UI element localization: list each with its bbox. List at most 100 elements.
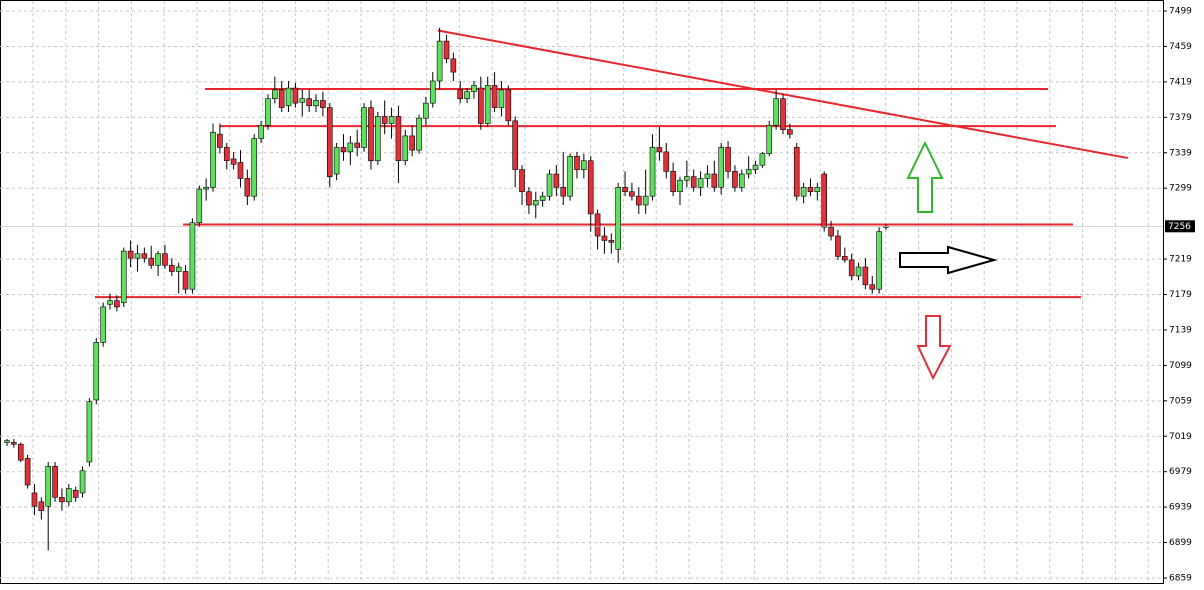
candle-body	[635, 195, 642, 206]
candle-body	[862, 266, 869, 286]
candle-body	[11, 442, 17, 445]
candle-body	[649, 147, 656, 197]
candle-body	[278, 89, 285, 108]
candle-body	[52, 466, 58, 498]
candle-body	[38, 501, 45, 511]
candle-body	[299, 98, 306, 103]
candle-body	[306, 98, 312, 107]
candle-body	[237, 162, 244, 179]
candle-body	[704, 173, 711, 179]
candle-body	[876, 231, 882, 290]
y-tick-label: 6859	[1169, 574, 1192, 584]
y-tick-label: 7099	[1169, 361, 1192, 371]
candle-body	[532, 200, 539, 206]
candle-body	[581, 160, 587, 170]
candle-body	[368, 107, 374, 162]
candle-body	[162, 253, 168, 266]
candle-body	[464, 91, 470, 100]
candle-body	[86, 401, 93, 463]
candle-body	[347, 142, 354, 153]
candle-body	[333, 147, 340, 175]
candle-body	[72, 489, 79, 498]
candle-body	[587, 160, 594, 215]
y-tick-label: 7019	[1169, 432, 1192, 442]
candle-body	[642, 195, 649, 206]
candle-body	[443, 40, 450, 60]
y-tick-label: 7219	[1169, 255, 1192, 265]
candle-body	[505, 89, 512, 122]
candle-body	[31, 492, 38, 507]
candle-body	[100, 306, 106, 343]
candle-body	[855, 266, 862, 277]
candle-body	[745, 169, 752, 175]
candle-body	[608, 240, 615, 243]
candle-body	[59, 497, 65, 503]
candle-body	[223, 147, 230, 162]
candles	[4, 27, 889, 551]
candle-body	[292, 87, 299, 104]
candle-body	[395, 116, 402, 162]
candle-body	[114, 300, 120, 308]
candle-body	[711, 173, 718, 188]
candle-body	[423, 102, 429, 119]
y-tick-label: 7459	[1169, 42, 1192, 52]
candle-body	[814, 187, 821, 193]
y-tick-label: 7499	[1169, 7, 1192, 17]
candle-body	[498, 89, 505, 108]
candle-body	[690, 176, 697, 188]
candle-body	[553, 173, 560, 188]
candle-body	[320, 100, 326, 108]
candle-body	[169, 264, 175, 272]
candle-body	[835, 235, 841, 257]
last-price-label: 7256	[1168, 222, 1191, 232]
candle-body	[251, 138, 258, 197]
candle-body	[759, 153, 766, 166]
candle-body	[560, 187, 567, 197]
candle-body	[265, 98, 271, 126]
candle-body	[17, 443, 24, 461]
candle-body	[622, 187, 628, 193]
right-arrow	[899, 245, 998, 275]
y-tick-label: 7419	[1169, 77, 1192, 87]
y-tick-label: 7179	[1169, 290, 1192, 300]
candle-body	[519, 169, 525, 193]
candle-body	[656, 147, 663, 153]
candle-body	[402, 135, 409, 162]
candle-body	[869, 284, 876, 290]
candle-body	[182, 271, 189, 290]
candle-body	[539, 195, 546, 201]
candle-body	[155, 253, 161, 266]
candle-body	[175, 266, 182, 272]
candle-body	[780, 98, 786, 131]
candle-body	[326, 107, 333, 177]
candle-body	[526, 191, 532, 206]
candle-body	[450, 58, 457, 73]
y-axis: 6859 6899 6939 6979 7019 7059 7099 7139 7179 7219…	[0, 7, 1195, 584]
plot-frame	[0, 0, 1164, 584]
candle-body	[546, 173, 553, 197]
candle-body	[457, 89, 464, 100]
up-arrow	[906, 140, 944, 213]
candle-body	[45, 466, 52, 507]
y-tick-label: 7339	[1169, 148, 1192, 158]
candle-body	[629, 191, 635, 197]
candle-body	[107, 300, 113, 305]
candle-body	[388, 116, 395, 124]
candle-body	[375, 116, 381, 162]
candle-body	[436, 40, 443, 82]
candle-body	[574, 155, 580, 170]
y-tick-label: 6899	[1169, 538, 1192, 548]
candle-body	[663, 151, 670, 172]
candle-body	[141, 253, 148, 259]
candle-body	[684, 176, 690, 181]
candle-body	[134, 253, 141, 259]
candle-body	[725, 147, 731, 172]
candle-body	[196, 188, 203, 224]
candle-body	[615, 187, 621, 250]
candle-body	[567, 155, 573, 197]
candle-body	[594, 213, 601, 237]
candle-body	[601, 235, 608, 241]
candle-body	[93, 342, 100, 401]
